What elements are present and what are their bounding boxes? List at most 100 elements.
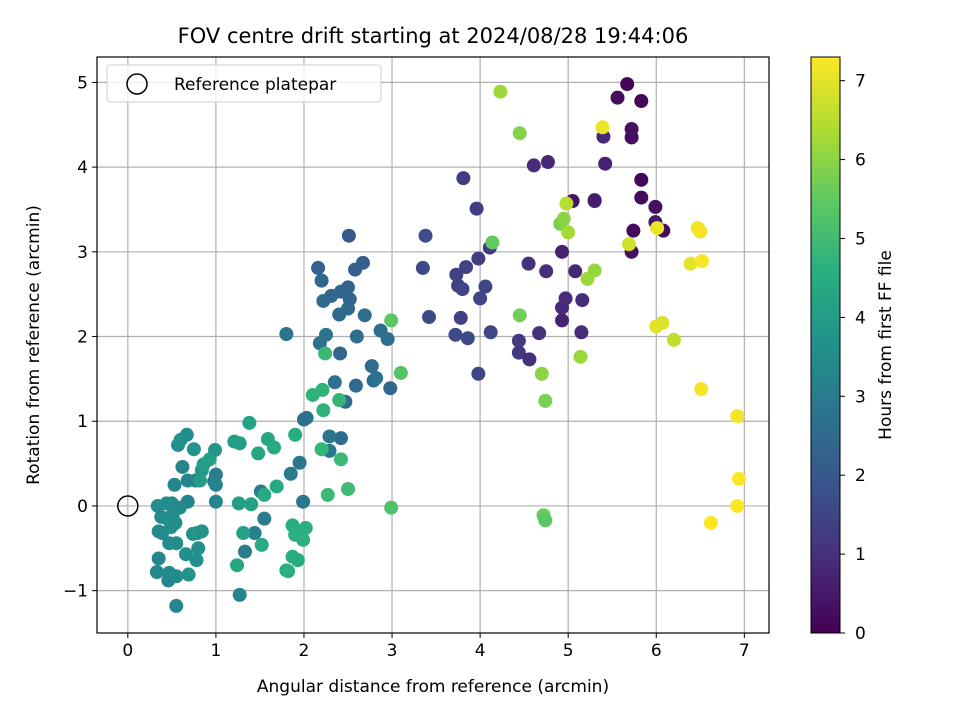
y-tick-label: 5 <box>77 73 88 93</box>
data-point <box>522 352 537 367</box>
data-point <box>459 260 474 275</box>
data-point <box>322 429 337 444</box>
data-point <box>191 541 206 556</box>
data-point <box>453 310 468 325</box>
data-point <box>380 332 395 347</box>
data-point <box>348 378 363 393</box>
data-point <box>208 477 223 492</box>
colorbar <box>810 56 841 634</box>
data-point <box>341 482 356 496</box>
data-point <box>257 487 272 502</box>
data-point <box>621 237 636 252</box>
data-point <box>634 190 649 205</box>
data-point <box>694 382 709 397</box>
data-point <box>634 94 649 109</box>
data-point <box>540 155 555 170</box>
data-point <box>448 327 463 342</box>
x-tick-label: 7 <box>739 641 750 661</box>
data-point <box>555 244 570 259</box>
data-point <box>460 331 475 346</box>
data-point <box>332 307 347 322</box>
x-tick-label: 0 <box>122 641 133 661</box>
data-point <box>512 126 527 141</box>
data-point <box>178 547 193 562</box>
data-point <box>384 313 399 328</box>
data-point <box>455 282 470 297</box>
data-point <box>151 551 166 566</box>
data-point <box>315 382 330 397</box>
data-point <box>422 310 437 325</box>
data-point <box>186 442 201 457</box>
data-point <box>349 329 364 344</box>
data-point <box>149 565 164 580</box>
data-point <box>626 223 641 238</box>
data-point <box>298 520 313 535</box>
data-point <box>471 251 486 266</box>
chart-title: FOV centre drift starting at 2024/08/28 … <box>178 24 689 48</box>
data-point <box>357 308 372 323</box>
data-point <box>695 254 710 269</box>
data-point <box>587 194 602 208</box>
data-point <box>332 393 347 408</box>
data-point <box>292 455 307 470</box>
data-point <box>169 598 184 613</box>
data-point <box>251 446 266 461</box>
data-point <box>538 393 553 408</box>
data-point <box>693 224 708 239</box>
y-tick-label: −1 <box>63 582 88 602</box>
data-point <box>730 498 745 513</box>
colorbar-tick-label: 4 <box>855 308 866 328</box>
data-point <box>634 172 649 187</box>
data-point <box>290 553 305 568</box>
data-point <box>316 403 331 418</box>
data-point <box>159 496 174 511</box>
data-point <box>456 171 471 186</box>
y-tick-label: 1 <box>77 412 88 432</box>
data-point <box>316 293 331 308</box>
data-point <box>730 409 745 424</box>
y-axis-label: Rotation from reference (arcmin) <box>24 205 44 485</box>
data-point <box>237 544 252 559</box>
x-axis-ticks: 0 1 2 3 4 5 6 7 <box>122 633 750 661</box>
data-point <box>471 366 486 381</box>
data-point <box>283 466 298 481</box>
data-point <box>369 371 384 386</box>
colorbar-tick-label: 7 <box>855 72 866 92</box>
data-point <box>559 196 574 211</box>
legend: Reference platepar <box>106 64 382 103</box>
data-point <box>624 122 639 136</box>
data-point <box>574 325 589 340</box>
data-point <box>232 587 247 602</box>
data-point <box>333 431 348 446</box>
data-point <box>532 326 547 341</box>
data-point <box>296 412 311 427</box>
data-point <box>169 536 184 551</box>
colorbar-tick-label: 5 <box>855 229 866 249</box>
data-point <box>655 315 670 330</box>
data-point <box>485 235 500 250</box>
data-point <box>327 375 342 390</box>
data-point <box>320 487 335 502</box>
data-point <box>521 256 536 271</box>
data-point <box>194 524 209 539</box>
data-point <box>573 349 588 364</box>
data-point <box>383 381 398 396</box>
data-points <box>117 77 747 613</box>
data-point <box>269 479 284 494</box>
data-point <box>483 325 498 340</box>
data-point <box>314 273 329 288</box>
x-axis-label: Angular distance from reference (arcmin) <box>257 677 609 697</box>
x-tick-label: 4 <box>475 641 486 661</box>
y-tick-label: 3 <box>77 243 88 263</box>
data-point <box>610 90 625 105</box>
data-point <box>236 526 251 541</box>
data-point <box>648 199 663 214</box>
data-point <box>208 467 223 482</box>
data-point <box>341 228 356 243</box>
data-point <box>512 308 527 323</box>
data-point <box>167 477 182 492</box>
data-point <box>493 84 508 99</box>
colorbar-tick-label: 3 <box>855 387 866 407</box>
colorbar-tick-label: 2 <box>855 466 866 486</box>
colorbar-tick-label: 6 <box>855 151 866 171</box>
